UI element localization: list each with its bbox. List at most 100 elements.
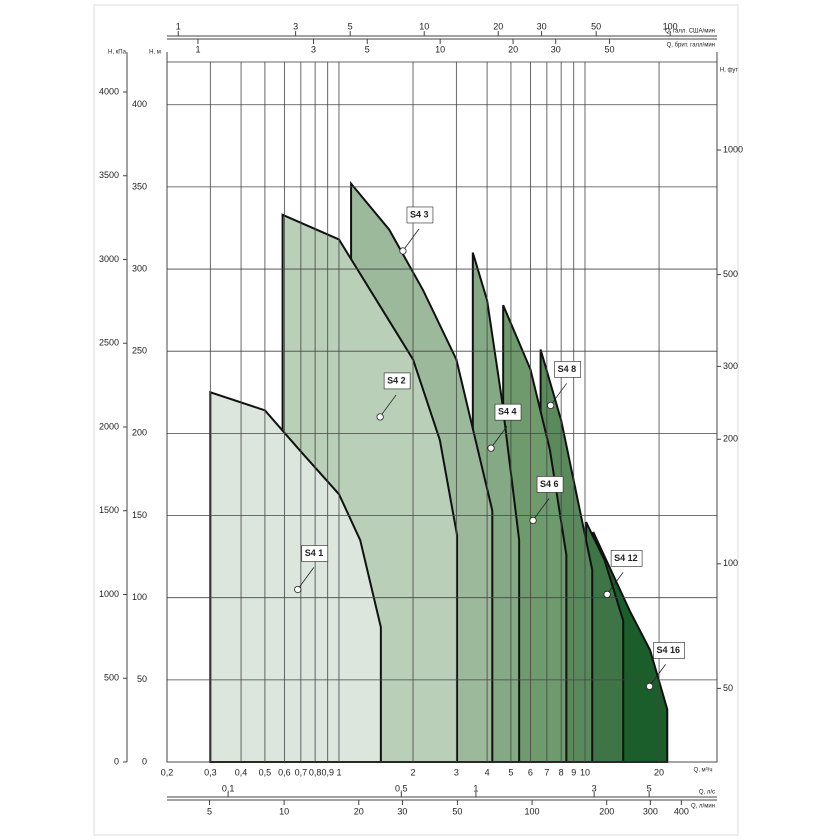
x2-tick-label: 50 — [591, 21, 601, 31]
label-box — [494, 403, 522, 421]
leader-line — [651, 664, 666, 684]
series-label: S4 2 — [387, 375, 406, 385]
series-label: S4 4 — [498, 407, 517, 417]
x-tick-label: 0,3 — [204, 767, 217, 777]
frame — [93, 4, 739, 836]
label-box — [653, 642, 685, 659]
y2-tick-label: 500 — [723, 269, 738, 279]
x2-tick-label: 3 — [592, 783, 597, 793]
x2-tick-label: 100 — [663, 21, 678, 31]
y-tick-label: 4000 — [99, 86, 119, 96]
y-tick-label: 0 — [142, 756, 147, 766]
x2-tick-label: 1 — [176, 21, 181, 31]
x2-tick-label: 5 — [365, 44, 370, 54]
x2-tick-label: 3 — [293, 21, 298, 31]
label-marker — [547, 401, 555, 410]
leader-line — [404, 228, 420, 249]
x2-tick-label: 200 — [599, 806, 614, 816]
x2-tick-label: 50 — [604, 44, 614, 54]
label-marker — [603, 590, 611, 598]
x2-tick-label: 5 — [207, 806, 212, 816]
x-tick-label: 8 — [559, 767, 564, 777]
x2-tick-label: 400 — [674, 806, 689, 816]
leader-line — [492, 425, 508, 446]
x-tick-label: 0,2 — [161, 767, 174, 777]
x2-tick-label: 300 — [643, 806, 658, 816]
x-axis-label: Q, м³/ч — [694, 768, 713, 774]
x2-tick-label: 10 — [419, 21, 429, 31]
x-tick-label: 0,4 — [235, 767, 248, 777]
y-tick-label: 2000 — [99, 421, 119, 431]
axis-label: Q, л/мин — [691, 804, 715, 810]
x-tick-label: 0,6 — [278, 767, 291, 777]
x2-tick-label: 0,5 — [395, 783, 408, 793]
series-label: S4 12 — [614, 553, 638, 563]
y-tick-label: 100 — [132, 592, 147, 602]
label-box — [554, 361, 581, 378]
x2-tick-label: 20 — [354, 806, 364, 816]
x2-tick-label: 20 — [508, 44, 518, 54]
x2-tick-label: 30 — [537, 21, 547, 31]
x-tick-label: 7 — [544, 767, 549, 777]
x2-tick-label: 5 — [647, 783, 652, 793]
leader-line — [299, 567, 315, 587]
label-box — [301, 545, 329, 562]
x-tick-label: 3 — [454, 767, 459, 777]
x-tick-label: 0,5 — [259, 767, 272, 777]
y2-tick-label: 100 — [723, 558, 738, 568]
x2-tick-label: 0,1 — [222, 783, 235, 793]
x2-tick-label: 30 — [397, 806, 407, 816]
axis-label: H, кПа — [108, 50, 127, 56]
label-marker — [294, 585, 302, 594]
y-tick-label: 0 — [114, 756, 119, 766]
label-marker — [487, 444, 495, 452]
y2-tick-label: 1000 — [723, 144, 743, 154]
x-tick-label: 2 — [411, 767, 416, 777]
series-label: S4 16 — [657, 645, 681, 655]
x2-tick-label: 1 — [473, 783, 478, 793]
x-tick-label: 1 — [336, 767, 341, 777]
y-tick-label: 150 — [132, 510, 147, 520]
y-tick-label: 300 — [132, 263, 147, 273]
axis-label: H, фут — [720, 68, 739, 74]
leader-line — [381, 394, 397, 415]
x-tick-label: 9 — [571, 767, 576, 777]
y-tick-label: 200 — [132, 428, 147, 438]
label-box — [383, 372, 411, 390]
x-tick-label: 4 — [485, 767, 490, 777]
label-marker — [645, 682, 654, 691]
leader-line — [608, 572, 624, 592]
y-tick-label: 3500 — [99, 170, 119, 180]
y-tick-label: 250 — [132, 346, 147, 356]
x2-tick-label: 50 — [452, 806, 462, 816]
series-label: S4 3 — [410, 209, 429, 219]
x-tick-label: 0,8 — [309, 767, 322, 777]
x-tick-label: 10 — [580, 767, 590, 777]
x2-tick-label: 3 — [311, 44, 316, 54]
label-marker — [529, 516, 537, 525]
axis-label: Q, брит. галл/мин — [667, 43, 715, 49]
x2-tick-label: 5 — [348, 21, 353, 31]
x2-tick-label: 100 — [525, 806, 540, 816]
axis-label: Q, л/с — [699, 790, 715, 796]
x-tick-label: 20 — [654, 767, 664, 777]
leader-line — [534, 498, 550, 518]
y-tick-label: 3000 — [99, 254, 119, 264]
series-label: S4 1 — [305, 548, 324, 558]
label-marker — [376, 413, 384, 421]
y-tick-label: 1000 — [99, 589, 119, 599]
series-label: S4 8 — [558, 364, 577, 374]
x-tick-label: 5 — [508, 767, 513, 777]
y2-tick-label: 200 — [723, 434, 738, 444]
y-tick-label: 50 — [137, 674, 147, 684]
x-tick-label: 6 — [528, 767, 533, 777]
series-label: S4 6 — [540, 479, 559, 489]
x2-tick-label: 20 — [493, 21, 503, 31]
axis-label: Q, галл. США/мин — [665, 29, 715, 35]
x2-tick-label: 10 — [435, 44, 445, 54]
label-box — [406, 206, 434, 224]
y-axis-label: H, м — [149, 50, 161, 56]
label-marker — [399, 247, 407, 255]
y-tick-label: 500 — [104, 673, 119, 683]
